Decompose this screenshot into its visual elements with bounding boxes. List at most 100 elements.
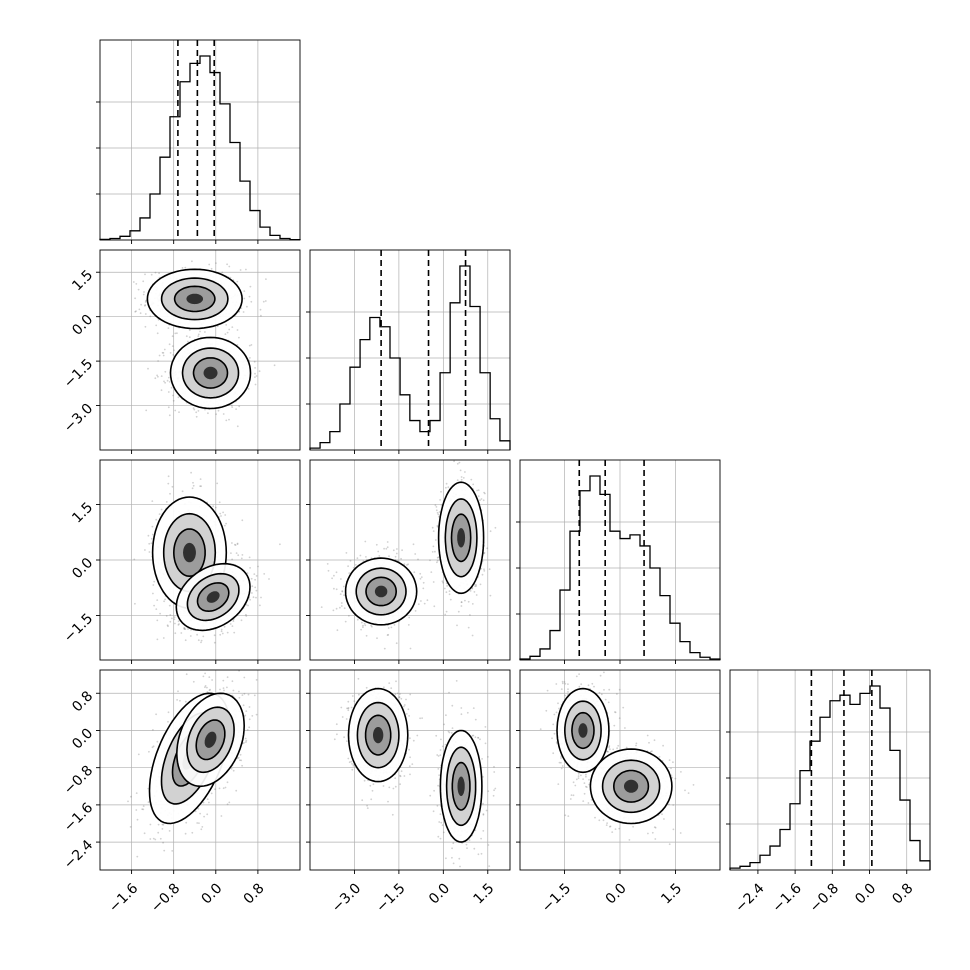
scatter-point: [226, 781, 229, 784]
scatter-point: [144, 304, 146, 307]
scatter-point: [394, 555, 397, 558]
scatter-point: [335, 607, 338, 610]
scatter-point: [438, 511, 441, 513]
scatter-point: [231, 558, 234, 561]
scatter-point: [243, 692, 246, 695]
scatter-point: [157, 318, 160, 321]
scatter-point: [494, 526, 497, 529]
scatter-point: [158, 272, 161, 275]
pair-0-1-contour-0-1: [160, 277, 229, 321]
scatter-point: [326, 563, 329, 565]
pair-1-2-content: [310, 460, 510, 660]
pair-0-2-density-0-3: [183, 542, 196, 563]
scatter-point: [231, 680, 234, 683]
scatter-point: [376, 637, 378, 640]
scatter-point: [136, 855, 139, 858]
scatter-point: [388, 555, 390, 557]
hist-panel-0: [96, 39, 301, 241]
scatter-point: [129, 826, 132, 828]
scatter-point: [229, 276, 232, 279]
scatter-point: [173, 349, 175, 352]
scatter-point: [352, 566, 355, 569]
scatter-point: [262, 300, 265, 303]
scatter-point: [160, 508, 163, 511]
scatter-point: [222, 511, 225, 514]
scatter-point: [240, 619, 243, 622]
scatter-point: [191, 831, 194, 834]
scatter-point: [177, 396, 180, 399]
scatter-point: [161, 828, 164, 830]
scatter-point: [222, 687, 225, 690]
scatter-point: [241, 764, 244, 767]
scatter-point: [164, 370, 167, 373]
scatter-point: [194, 810, 197, 813]
scatter-point: [170, 386, 173, 389]
scatter-point: [483, 552, 485, 555]
scatter-point: [448, 593, 451, 596]
scatter-point: [155, 324, 158, 327]
scatter-point: [134, 602, 136, 605]
scatter-point: [181, 267, 184, 269]
pair-1-2-contour-0-1: [355, 567, 407, 616]
scatter-point: [228, 328, 231, 331]
scatter-point: [142, 805, 145, 807]
panels: −1.6 −0.8 0.0 0.8 −3.0 −1.5 0.0 1.5 −1.5 0.0 1.5 −2…: [61, 39, 931, 916]
scatter-point: [231, 625, 234, 627]
scatter-point: [134, 310, 137, 313]
scatter-point: [168, 414, 171, 417]
scatter-point: [407, 563, 409, 566]
scatter-point: [157, 375, 159, 378]
scatter-point: [158, 354, 161, 357]
scatter-point: [238, 405, 241, 408]
scatter-point: [234, 544, 237, 546]
scatter-point: [177, 624, 180, 626]
scatter-point: [387, 633, 390, 636]
scatter-point: [191, 487, 194, 490]
scatter-point: [155, 518, 158, 521]
scatter-point: [152, 729, 154, 731]
scatter-point: [432, 545, 435, 548]
scatter-point: [206, 798, 209, 801]
scatter-point: [143, 832, 146, 835]
scatter-point: [341, 590, 344, 592]
scatter-point: [151, 533, 154, 536]
scatter-point: [172, 399, 175, 402]
scatter-point: [167, 327, 170, 329]
scatter-point: [145, 299, 147, 302]
scatter-point: [163, 849, 166, 852]
scatter-point: [221, 271, 224, 274]
pair-0-1-density-1-3: [203, 366, 218, 380]
scatter-point: [220, 815, 223, 817]
scatter-point: [224, 524, 226, 527]
scatter-point: [460, 476, 463, 478]
scatter-point: [406, 564, 408, 566]
scatter-point: [440, 490, 442, 493]
scatter-point: [339, 606, 341, 609]
scatter-point: [431, 551, 434, 553]
scatter-point: [456, 462, 459, 465]
scatter-point: [248, 556, 251, 559]
scatter-point: [339, 593, 342, 595]
scatter-point: [407, 624, 410, 626]
scatter-point: [160, 389, 163, 392]
scatter-point: [432, 581, 435, 583]
scatter-point: [147, 801, 150, 803]
scatter-point: [434, 504, 437, 506]
scatter-point: [331, 577, 333, 580]
scatter-point: [453, 460, 455, 463]
scatter-point: [263, 573, 266, 575]
scatter-point: [371, 625, 373, 628]
scatter-point: [144, 273, 146, 276]
scatter-point: [235, 408, 238, 410]
scatter-point: [479, 583, 482, 586]
scatter-point: [245, 741, 247, 743]
scatter-point: [434, 539, 437, 541]
scatter-point: [212, 505, 215, 508]
scatter-point: [469, 614, 471, 616]
scatter-point: [395, 552, 398, 555]
scatter-point: [130, 795, 132, 798]
scatter-point: [221, 632, 224, 635]
scatter-point: [204, 685, 207, 687]
scatter-point: [149, 838, 152, 840]
scatter-point: [144, 304, 147, 306]
